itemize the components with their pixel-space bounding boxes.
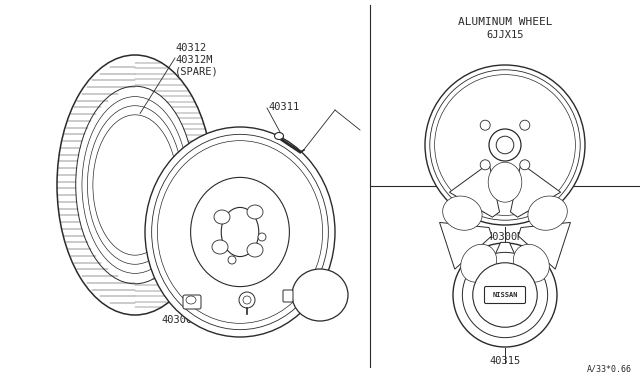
Text: 40300A: 40300A — [161, 315, 199, 325]
Text: 40315: 40315 — [296, 240, 327, 250]
Text: ALUMINUM WHEEL: ALUMINUM WHEEL — [458, 17, 552, 27]
Polygon shape — [481, 243, 529, 288]
Ellipse shape — [228, 256, 236, 264]
Text: NISSAN: NISSAN — [492, 292, 518, 298]
Text: 40300M: 40300M — [186, 172, 223, 182]
Ellipse shape — [462, 252, 548, 338]
Ellipse shape — [191, 177, 289, 286]
Text: HALF COVER: HALF COVER — [471, 192, 539, 202]
Ellipse shape — [292, 269, 348, 321]
Ellipse shape — [513, 244, 549, 282]
FancyBboxPatch shape — [484, 286, 525, 304]
Text: A/33*0.66: A/33*0.66 — [587, 365, 632, 372]
Text: 40224: 40224 — [232, 315, 264, 325]
Ellipse shape — [275, 132, 284, 140]
Ellipse shape — [496, 136, 514, 154]
Ellipse shape — [258, 233, 266, 241]
Ellipse shape — [480, 160, 490, 170]
Ellipse shape — [461, 244, 497, 282]
Text: 40312: 40312 — [175, 43, 206, 53]
Ellipse shape — [443, 196, 482, 230]
Polygon shape — [518, 222, 570, 269]
Text: 40311: 40311 — [268, 102, 300, 112]
FancyBboxPatch shape — [283, 290, 293, 302]
Ellipse shape — [186, 296, 196, 304]
Ellipse shape — [453, 243, 557, 347]
Ellipse shape — [214, 210, 230, 224]
Ellipse shape — [221, 208, 259, 257]
Ellipse shape — [212, 240, 228, 254]
Text: 40312M: 40312M — [175, 55, 212, 65]
Ellipse shape — [473, 263, 537, 327]
Ellipse shape — [520, 160, 530, 170]
FancyBboxPatch shape — [183, 295, 201, 309]
Ellipse shape — [489, 129, 521, 161]
Ellipse shape — [488, 162, 522, 202]
Ellipse shape — [145, 127, 335, 337]
Polygon shape — [440, 222, 492, 269]
Ellipse shape — [528, 196, 567, 230]
Text: 6JJX15: 6JJX15 — [486, 30, 524, 40]
Ellipse shape — [425, 65, 585, 225]
Text: 40300M: 40300M — [486, 232, 524, 242]
Text: (SPARE): (SPARE) — [175, 67, 219, 77]
Ellipse shape — [243, 296, 251, 304]
Polygon shape — [511, 163, 561, 217]
Ellipse shape — [239, 292, 255, 308]
Text: 40315: 40315 — [490, 356, 520, 366]
Polygon shape — [449, 163, 500, 217]
Ellipse shape — [520, 120, 530, 130]
Ellipse shape — [480, 120, 490, 130]
Ellipse shape — [247, 205, 263, 219]
Ellipse shape — [247, 243, 263, 257]
